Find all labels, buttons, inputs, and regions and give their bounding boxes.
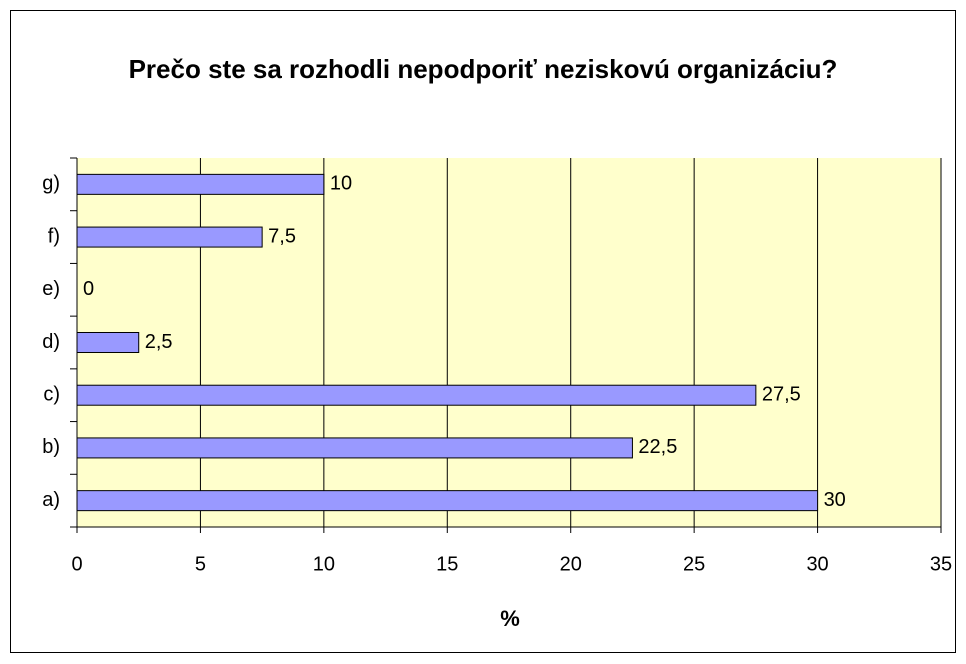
y-tick-label: c): [43, 383, 60, 405]
bar: [76, 437, 633, 459]
value-label: 0: [83, 278, 94, 300]
bar: [76, 384, 757, 406]
x-tick-label: 15: [436, 553, 458, 575]
value-label: 10: [330, 173, 352, 195]
x-tick-label: 5: [195, 553, 206, 575]
x-axis-label: %: [500, 606, 520, 631]
y-tick-label: d): [42, 331, 60, 353]
bar: [76, 332, 140, 353]
y-tick-label: b): [42, 436, 60, 458]
x-tick-label: 25: [683, 553, 705, 575]
chart-title: Prečo ste sa rozhodli nepodporiť nezisko…: [128, 54, 838, 84]
value-label: 30: [824, 489, 846, 511]
bar: [76, 173, 325, 195]
y-tick-label: f): [48, 225, 60, 247]
y-tick-label: e): [42, 278, 60, 300]
x-tick-label: 20: [560, 553, 582, 575]
x-tick-label: 35: [930, 553, 952, 575]
bar: [76, 490, 819, 512]
y-tick-label: a): [42, 489, 60, 511]
plot-area: [77, 158, 941, 527]
x-tick-label: 0: [71, 553, 82, 575]
y-tick-label: g): [42, 173, 60, 195]
bar: [76, 226, 263, 248]
x-tick-label: 10: [313, 553, 335, 575]
value-label: 22,5: [638, 436, 677, 458]
value-label: 27,5: [762, 383, 801, 405]
value-label: 7,5: [268, 225, 296, 247]
value-label: 2,5: [145, 331, 173, 353]
x-tick-label: 30: [806, 553, 828, 575]
